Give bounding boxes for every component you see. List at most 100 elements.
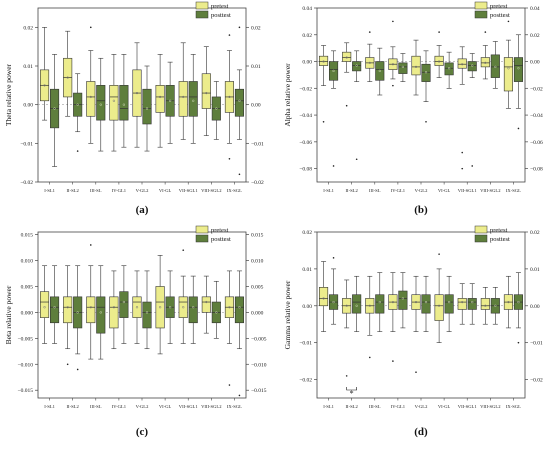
box-pretest-3 [86,244,96,360]
box-mean-marker [228,306,231,309]
legend-label-pretest: pretest [211,227,229,234]
x-tick-label: II-SL2 [346,188,359,193]
box-iqr [178,81,188,117]
box-mean-marker [66,306,69,309]
box-iqr [119,291,129,318]
box-posttest-4 [398,53,408,82]
box-posttest-8 [211,81,221,140]
box-mean-marker [215,311,218,314]
box-posttest-8 [490,41,500,89]
x-tick-label: IV-GL1 [391,404,406,409]
box-mean-marker [345,56,348,59]
box-pretest-8 [480,287,490,325]
box-pretest-5 [132,270,142,344]
outlier-point [238,173,241,176]
box-mean-marker [122,103,126,106]
box-pretest-2 [63,30,73,117]
box-iqr [201,73,211,109]
x-tick-label: VII-SGL1 [179,404,199,409]
box-iqr [457,298,467,310]
box-iqr [119,85,129,121]
box-iqr [503,57,513,92]
y-tick-label-right: 0.02 [530,230,540,236]
box-pretest-5 [411,275,421,373]
box-pretest-5 [411,39,421,96]
y-tick-label: 0.00 [302,304,312,310]
legend-swatch-pretest [474,225,488,234]
y-tick-label: −0.06 [299,140,312,146]
y-tick-label-right: 0.005 [251,284,264,290]
x-tick-label: I-SL1 [44,188,55,193]
box-pretest-4 [109,54,119,152]
y-tick-label-right: −0.08 [530,167,543,173]
box-posttest-9 [234,26,244,176]
outlier-point [238,394,241,397]
box-pretest-4 [109,270,119,350]
y-tick-label-right: −0.01 [530,341,543,347]
outlier-point [89,26,92,29]
y-tick-label-right: 0.00 [251,103,261,109]
y-tick-label-right: 0.010 [251,259,264,265]
y-tick-label-right: 0.01 [251,64,261,70]
legend: pretest posttest [474,225,510,243]
x-tick-label: V-GL2 [136,188,150,193]
box-posttest-4 [119,265,129,344]
box-mean-marker [447,300,451,304]
box-mean-marker [238,306,241,309]
x-tick-label: VI-GL [159,404,172,409]
box-pretest-2 [342,279,352,377]
y-tick-label-right: 0.02 [530,33,540,39]
box-iqr [201,296,211,313]
box-mean-marker [517,67,520,70]
box-pretest-6 [155,54,165,148]
x-tick-label: IX-SGL [227,188,242,193]
y-tick-label-right: 0.02 [251,25,261,31]
legend-swatch-pretest [195,1,209,10]
legend-swatch-posttest [474,234,488,243]
box-mean-marker [168,306,172,309]
x-tick-label: IX-SGL [506,188,521,193]
box-mean-marker [368,304,371,307]
box-pretest-9 [224,270,234,386]
box-pretest-4 [388,272,398,362]
box-mean-marker [205,300,208,304]
box-iqr [63,296,73,324]
box-mean-marker [507,67,510,70]
box-mean-marker [89,95,92,99]
significance-marker: * [350,389,354,398]
box-posttest-7 [188,54,198,144]
box-pretest-9 [503,275,513,329]
outlier-point [89,244,92,246]
x-tick-label: VI-GL [159,188,172,193]
box-mean-marker [99,103,102,106]
y-tick-label: 0.005 [21,284,34,290]
box-iqr [188,296,198,324]
outlier-point [484,31,487,33]
box-pretest-9 [224,34,234,160]
x-tick-label: IV-GL1 [112,404,127,409]
box-mean-marker [112,306,116,309]
outlier-point [355,158,358,161]
outlier-point [461,167,464,170]
outlier-point [461,151,464,154]
box-pretest-7 [457,283,467,325]
box-iqr [155,85,165,113]
y-tick-label: 0.02 [302,230,312,236]
box-mean-marker [53,306,56,309]
box-iqr [86,81,96,117]
box-iqr [411,55,421,76]
box-iqr [96,296,106,334]
legend-label-pretest: pretest [490,3,508,10]
box-iqr [109,85,119,121]
box-mean-marker [76,103,79,106]
outlier-point [228,158,231,160]
box-iqr [178,296,188,318]
box-pretest-2 [63,265,73,366]
legend-label-pretest: pretest [211,3,229,10]
box-mean-marker [215,107,218,110]
box-pretest-1 [319,261,329,332]
box-mean-marker [43,306,46,309]
box-mean-marker [484,304,487,307]
outlier-point [438,31,440,33]
box-mean-marker [391,63,395,66]
